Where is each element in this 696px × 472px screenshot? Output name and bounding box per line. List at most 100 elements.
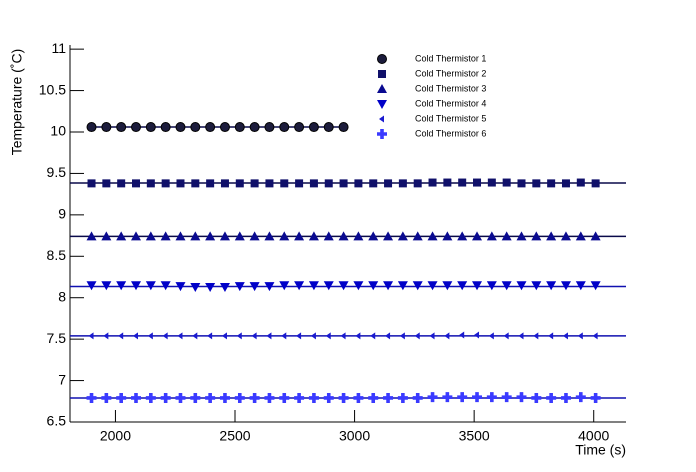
marker xyxy=(281,332,287,340)
marker xyxy=(145,392,156,403)
marker xyxy=(340,332,346,340)
legend-label: Cold Thermistor 3 xyxy=(415,83,486,93)
marker xyxy=(383,392,394,403)
marker xyxy=(295,179,304,188)
legend-label: Cold Thermistor 5 xyxy=(415,113,486,123)
marker xyxy=(219,282,230,292)
marker xyxy=(205,392,216,403)
marker xyxy=(249,122,260,133)
marker xyxy=(590,281,601,291)
marker xyxy=(562,332,568,340)
marker xyxy=(234,122,245,133)
marker xyxy=(101,122,112,133)
marker xyxy=(145,231,156,241)
marker xyxy=(325,332,331,340)
marker xyxy=(162,332,168,340)
marker xyxy=(264,392,275,403)
marker xyxy=(131,231,142,241)
marker xyxy=(86,231,97,241)
marker xyxy=(308,231,319,241)
marker xyxy=(428,178,437,187)
marker xyxy=(145,122,156,133)
marker xyxy=(339,179,348,188)
marker xyxy=(458,178,467,187)
marker xyxy=(279,392,290,403)
marker xyxy=(116,281,127,291)
legend-marker xyxy=(377,84,387,93)
marker xyxy=(265,179,274,188)
marker xyxy=(117,179,126,188)
y-tick-label: 9.5 xyxy=(47,164,67,180)
marker xyxy=(234,231,245,241)
marker xyxy=(294,231,305,241)
marker xyxy=(190,231,201,241)
legend-marker xyxy=(377,54,387,64)
legend-label: Cold Thermistor 1 xyxy=(415,53,486,63)
marker xyxy=(87,179,96,188)
marker xyxy=(323,392,334,403)
marker xyxy=(474,331,480,339)
marker xyxy=(473,178,482,187)
y-axis-label: Temperature (˚C) xyxy=(9,49,25,156)
marker xyxy=(501,231,512,241)
marker xyxy=(310,332,316,340)
marker xyxy=(161,179,170,188)
marker xyxy=(370,332,376,340)
y-tick-label: 10 xyxy=(50,123,66,139)
marker xyxy=(86,281,97,291)
marker xyxy=(560,231,571,241)
marker xyxy=(353,281,364,291)
marker xyxy=(309,179,318,188)
marker xyxy=(280,179,289,188)
marker xyxy=(116,231,127,241)
marker xyxy=(353,392,364,403)
marker xyxy=(592,332,598,340)
marker xyxy=(251,332,257,340)
marker xyxy=(219,392,230,403)
marker xyxy=(235,179,244,188)
marker xyxy=(354,179,363,188)
marker xyxy=(160,122,171,133)
marker xyxy=(488,332,494,340)
marker xyxy=(532,179,541,188)
marker xyxy=(175,122,186,133)
marker xyxy=(279,122,290,133)
x-tick-label: 2000 xyxy=(100,428,131,444)
marker xyxy=(177,332,183,340)
marker xyxy=(383,281,394,291)
marker xyxy=(429,332,435,340)
marker xyxy=(308,281,319,291)
marker xyxy=(279,231,290,241)
legend-marker xyxy=(379,115,384,123)
marker xyxy=(591,179,600,188)
legend-label: Cold Thermistor 4 xyxy=(415,98,486,108)
y-tick-label: 8.5 xyxy=(47,247,67,263)
marker xyxy=(398,179,407,188)
marker xyxy=(486,392,497,403)
marker xyxy=(518,332,524,340)
marker xyxy=(160,281,171,291)
marker xyxy=(427,281,438,291)
marker xyxy=(131,392,142,403)
marker xyxy=(533,332,539,340)
marker xyxy=(249,231,260,241)
marker xyxy=(234,282,245,292)
marker xyxy=(116,122,127,133)
marker xyxy=(103,332,109,340)
marker xyxy=(296,332,302,340)
marker xyxy=(338,281,349,291)
legend-label: Cold Thermistor 6 xyxy=(415,128,486,138)
marker xyxy=(132,179,141,188)
marker xyxy=(308,392,319,403)
marker xyxy=(266,332,272,340)
y-tick-label: 8 xyxy=(58,288,66,304)
marker xyxy=(442,392,453,403)
marker xyxy=(102,179,111,188)
marker xyxy=(503,332,509,340)
marker xyxy=(547,179,556,188)
marker xyxy=(145,281,156,291)
marker xyxy=(383,231,394,241)
marker xyxy=(457,231,468,241)
marker xyxy=(546,231,557,241)
